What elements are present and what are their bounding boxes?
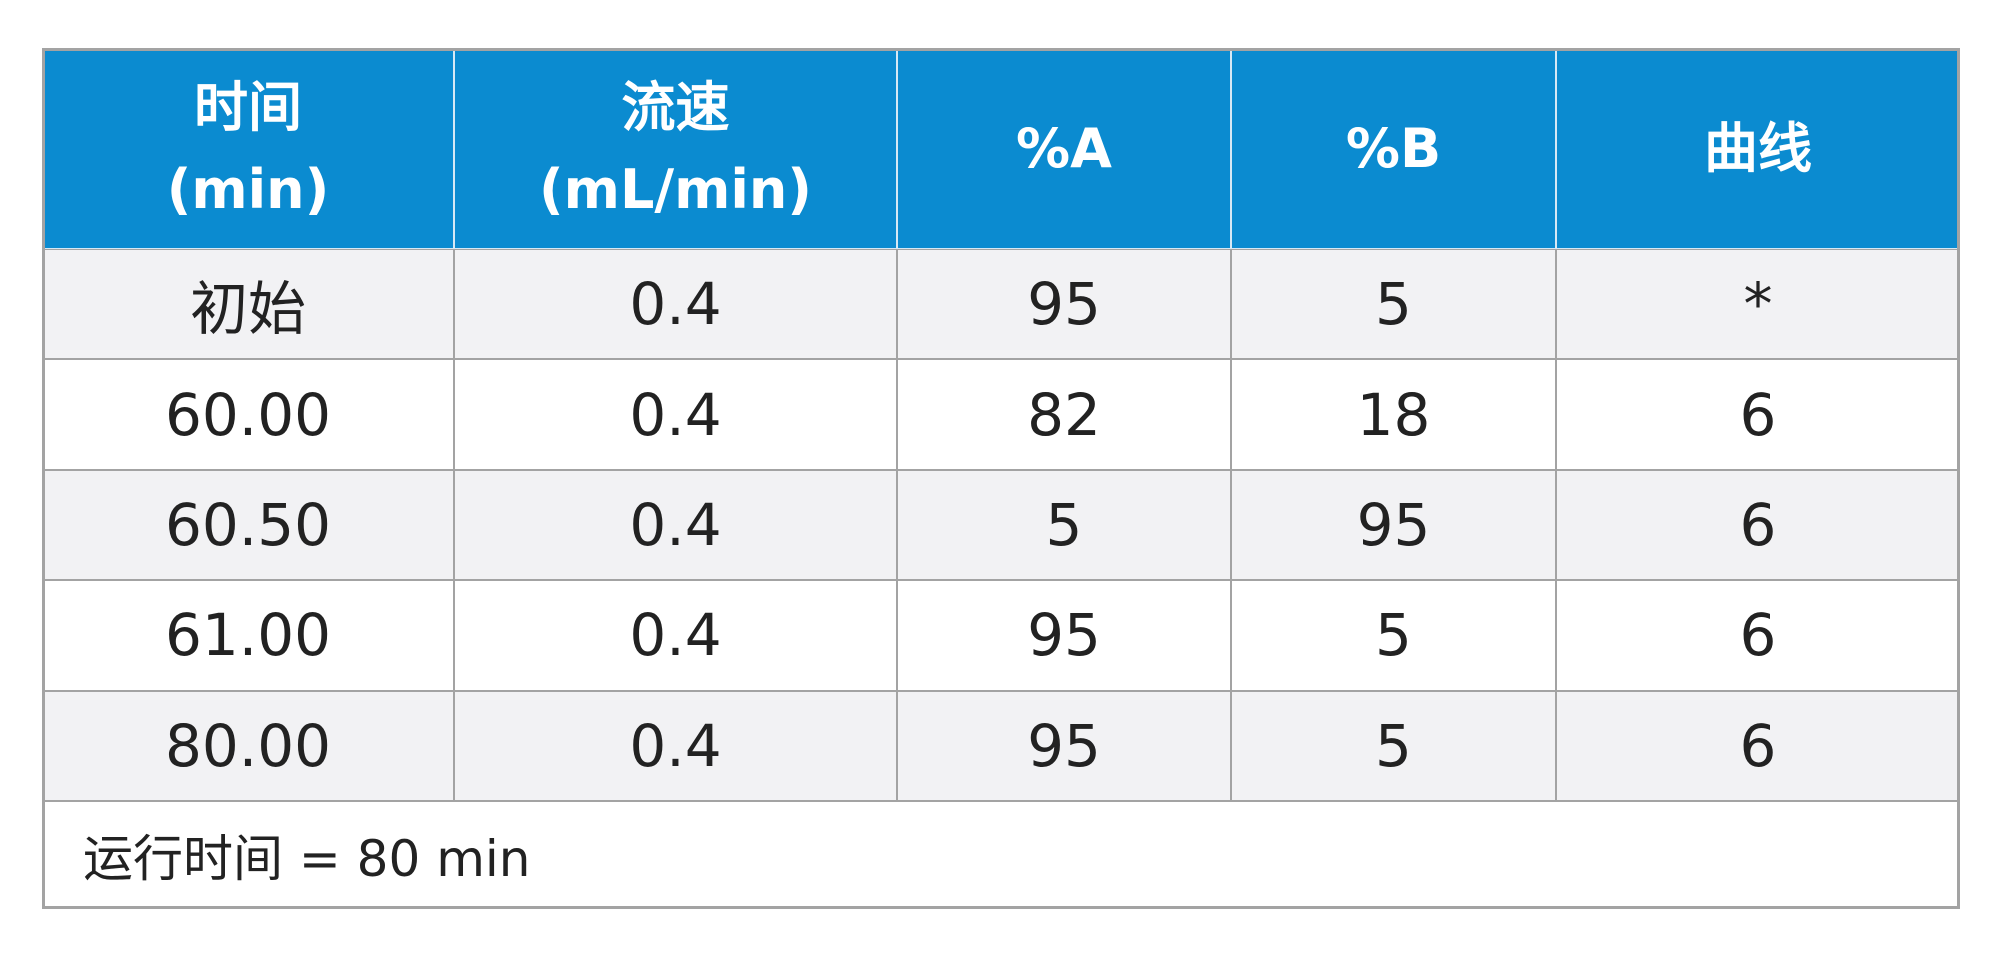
table-cell: 6 — [1556, 469, 1960, 581]
cell-text: 0.4 — [629, 380, 722, 449]
table-cell: 95 — [1231, 469, 1556, 581]
cell-text: 5 — [1375, 601, 1412, 670]
table-cell: 5 — [1231, 690, 1556, 801]
table-cell: 0.4 — [454, 580, 897, 691]
table-cell: 60.50 — [42, 469, 454, 581]
cell-text: 82 — [1027, 380, 1101, 449]
cell-text: 5 — [1375, 711, 1412, 780]
table-cell: 5 — [1231, 249, 1556, 360]
table-cell: 95 — [897, 580, 1231, 691]
cell-text: 60.50 — [164, 490, 332, 559]
table-cell: 5 — [897, 469, 1231, 581]
table-cell: 80.00 — [42, 690, 454, 801]
header-text: 时间 — [194, 75, 302, 139]
cell-text: 6 — [1739, 711, 1777, 780]
cell-text: 18 — [1356, 380, 1431, 449]
header-cell: %B — [1231, 48, 1556, 249]
table-cell: 0.4 — [454, 469, 897, 581]
footer-cell: 运行时间 = 80 min — [42, 801, 1960, 909]
table-cell: 82 — [897, 359, 1231, 470]
table-cell: 6 — [1556, 580, 1960, 691]
table-cell: 60.00 — [42, 359, 454, 470]
table-cell: 6 — [1556, 690, 1960, 801]
table-cell: * — [1556, 249, 1960, 360]
cell-text: 80.00 — [164, 711, 332, 780]
cell-text: 6 — [1739, 490, 1777, 559]
header-text: %A — [1016, 116, 1112, 180]
cell-text: 61.00 — [164, 601, 332, 670]
table-cell: 95 — [897, 249, 1231, 360]
table-cell: 0.4 — [454, 249, 897, 360]
table-cell: 18 — [1231, 359, 1556, 470]
header-cell: 流速 (mL/min) — [454, 48, 897, 249]
cell-text: 0.4 — [629, 270, 722, 339]
cell-text: 95 — [1356, 490, 1431, 559]
table-cell: 0.4 — [454, 359, 897, 470]
cell-text: 60.00 — [164, 380, 332, 449]
cell-text: * — [1743, 270, 1773, 339]
cell-text: 95 — [1027, 711, 1101, 780]
cell-text: 6 — [1739, 601, 1777, 670]
table-cell: 5 — [1231, 580, 1556, 691]
table-cell: 61.00 — [42, 580, 454, 691]
header-text: %B — [1345, 116, 1442, 180]
footer-text: 运行时间 = 80 min — [83, 830, 531, 888]
header-cell: %A — [897, 48, 1231, 249]
table-cell: 初始 — [42, 249, 454, 360]
header-text: 曲线 — [1704, 116, 1812, 180]
table-cell: 6 — [1556, 359, 1960, 470]
cell-text: 95 — [1027, 601, 1101, 670]
table-cell: 0.4 — [454, 690, 897, 801]
header-text: (mL/min) — [539, 157, 812, 221]
cell-text: 0.4 — [629, 601, 722, 670]
gradient-table: 时间 (min) 流速 (mL/min) %A %B 曲线初始 0.4 95 5 * 60.00 0.4… — [42, 48, 1960, 909]
cell-text: 初始 — [189, 275, 306, 344]
table-cell: 95 — [897, 690, 1231, 801]
cell-text: 6 — [1739, 380, 1777, 449]
cell-text: 5 — [1375, 270, 1412, 339]
header-text: (min) — [166, 157, 330, 221]
cell-text: 95 — [1027, 270, 1101, 339]
cell-text: 5 — [1045, 490, 1083, 559]
cell-text: 0.4 — [629, 711, 722, 780]
header-cell: 曲线 — [1556, 48, 1960, 249]
header-text: 流速 — [621, 75, 730, 139]
cell-text: 0.4 — [629, 490, 722, 559]
header-cell: 时间 (min) — [42, 48, 454, 249]
